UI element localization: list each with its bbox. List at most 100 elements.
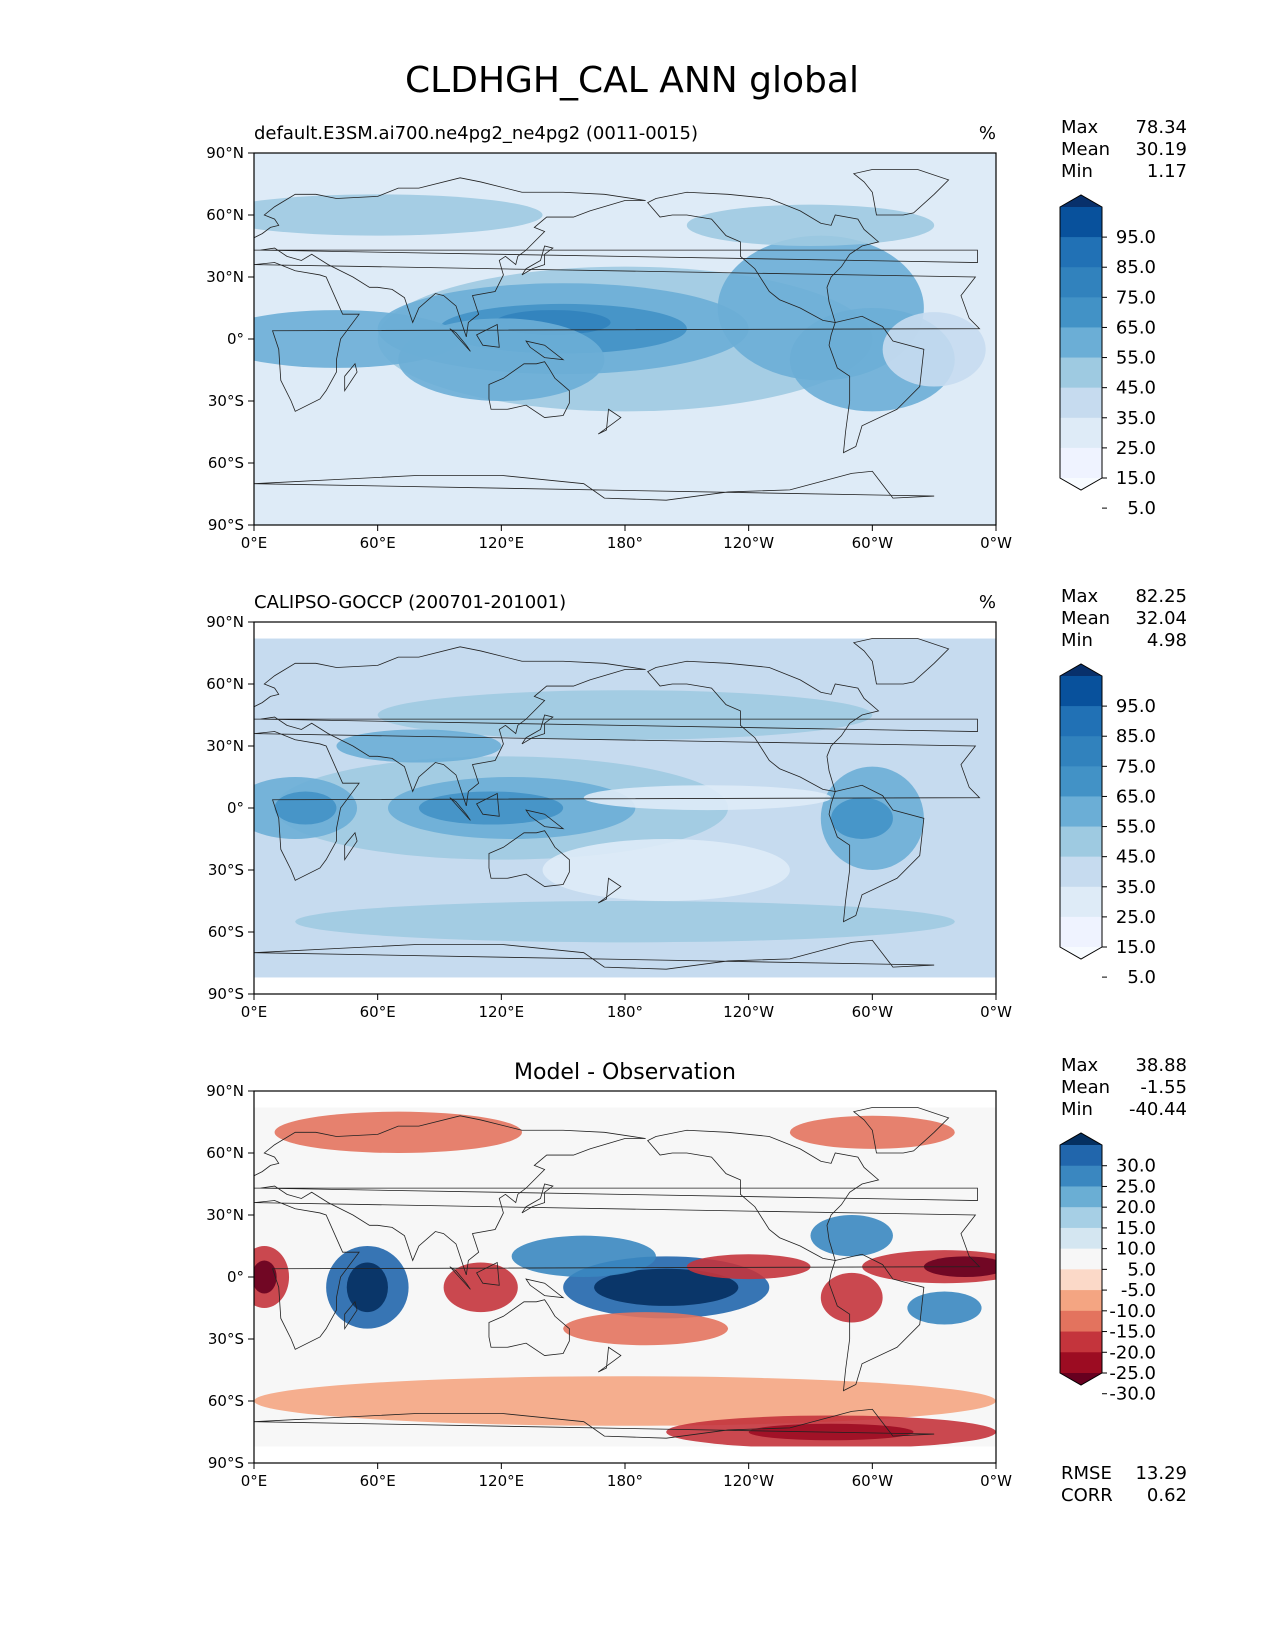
colorbar-tick-label: 25.0 [1116,438,1156,459]
contour-region [295,901,955,943]
colorbar-segment [1060,297,1102,328]
stat-label: Mean [1061,139,1110,160]
stat-label: Mean [1061,608,1110,629]
coastline [476,323,500,348]
contour-region [511,1235,656,1278]
colorbar-segment [1060,1186,1102,1208]
colorbar-segment [1060,916,1102,948]
map-field [254,153,996,525]
lat-tick-label: 90°S [208,1454,244,1472]
colorbar-segment [1060,736,1102,767]
colorbar-segment [1060,826,1102,858]
colorbar-segment [1060,1352,1102,1374]
contour-region [542,839,790,901]
lat-tick-label: 0° [227,799,244,817]
coastline [344,831,358,861]
colorbar-segment [1060,1331,1102,1353]
lat-tick-label: 30°N [206,1206,244,1224]
colorbar-tick-label: -20.0 [1109,1342,1156,1363]
colorbar-segment [1060,1269,1102,1291]
coastline [254,939,935,970]
stat-value: 13.29 [1135,1463,1187,1484]
units-label: % [979,592,996,613]
coastline [597,877,622,904]
contour-region [274,791,337,825]
contour-region [594,1268,739,1306]
lon-tick-label: 120°W [723,1472,774,1490]
contour-region [336,729,502,763]
colorbar: 95.0 85.0 75.0 65.0 55.0 45.0 35.0 25.0 15.0 5.0 [1059,663,1156,988]
contour-region [686,204,935,246]
lat-tick-label: 30°S [208,392,244,410]
colorbar-segment [1060,1145,1102,1167]
colorbar-tick-label: -25.0 [1109,1363,1156,1384]
colorbar-tick-label: 15.0 [1116,1218,1156,1239]
colorbar-tick-label: 75.0 [1116,287,1156,308]
coastline [449,797,471,821]
contour-region [810,1215,893,1257]
lon-tick-label: 120°E [479,534,525,552]
lat-tick-label: 90°S [208,516,244,534]
colorbar-segment [1060,327,1102,359]
contour-region [254,1260,277,1294]
stat-value: 78.34 [1135,117,1187,138]
lat-tick-label: 30°N [206,268,244,286]
colorbar-extend-bottom [1060,947,1102,959]
colorbar-segment [1060,886,1102,918]
colorbar-segment [1060,387,1102,419]
coastline [521,245,554,276]
colorbar-tick-label: 35.0 [1116,877,1156,898]
colorbar-segment [1060,357,1102,389]
colorbar-segment [1060,706,1102,737]
lat-tick-label: 0° [227,330,244,348]
lon-tick-label: 0°W [980,534,1012,552]
coastline [488,830,570,887]
missing-data-band-north [254,622,996,639]
map-field [254,622,996,994]
missing-data-band-south [254,1446,996,1463]
colorbar-tick-label: 25.0 [1116,907,1156,928]
colorbar-extend-bottom [1060,1373,1102,1385]
stat-value: -40.44 [1129,1099,1187,1120]
lat-tick-label: 60°S [208,454,244,472]
lon-tick-label: 120°E [479,1472,525,1490]
coastline [488,361,570,418]
lat-tick-label: 60°S [208,923,244,941]
colorbar-segment [1060,237,1102,268]
colorbar-tick-label: 10.0 [1116,1239,1156,1260]
panel-title: CALIPSO-GOCCP (200701-201001) [254,592,566,613]
lon-tick-label: 60°W [852,1472,894,1490]
lon-tick-label: 180° [607,1003,643,1021]
colorbar-segment [1060,417,1102,449]
contour-region [882,312,986,387]
lon-tick-label: 0°E [241,1003,268,1021]
panel-title: default.E3SM.ai700.ne4pg2_ne4pg2 (0011-0… [254,123,698,144]
coastline [254,1408,935,1439]
contour-region [398,318,605,401]
contour-region [274,1111,522,1154]
colorbar-tick-label: 95.0 [1116,227,1156,248]
lon-tick-label: 180° [607,1472,643,1490]
panel-3: 90°N 60°N 30°N 0° 30°S 60°S 90°S0°E 60°E 120°E 18… [206,1055,1187,1506]
lon-tick-label: 0°E [241,1472,268,1490]
coastline [525,809,565,830]
coastlines [254,1107,981,1439]
coastline [647,1129,880,1261]
contour-region [583,785,832,811]
colorbar-tick-label: 55.0 [1116,817,1156,838]
lat-tick-label: 90°N [206,1082,244,1100]
coastline [525,340,565,361]
stat-label: Min [1061,630,1093,651]
contour-region [346,1262,388,1313]
stat-value: 38.88 [1135,1055,1187,1076]
coastline [254,646,978,807]
coastline [254,470,935,501]
coastline [521,714,554,745]
stat-value: 32.04 [1135,608,1187,629]
colorbar: 30.025.020.015.010.05.0-5.0-10.0-15.0-20… [1059,1132,1156,1405]
stat-value: -1.55 [1140,1077,1187,1098]
lat-tick-label: 90°N [206,144,244,162]
coastline [476,792,500,817]
missing-data-band-north [254,1091,996,1108]
panel-2: 90°N 60°N 30°N 0° 30°S 60°S 90°S0°E 60°E 120°E 18… [206,586,1187,1021]
